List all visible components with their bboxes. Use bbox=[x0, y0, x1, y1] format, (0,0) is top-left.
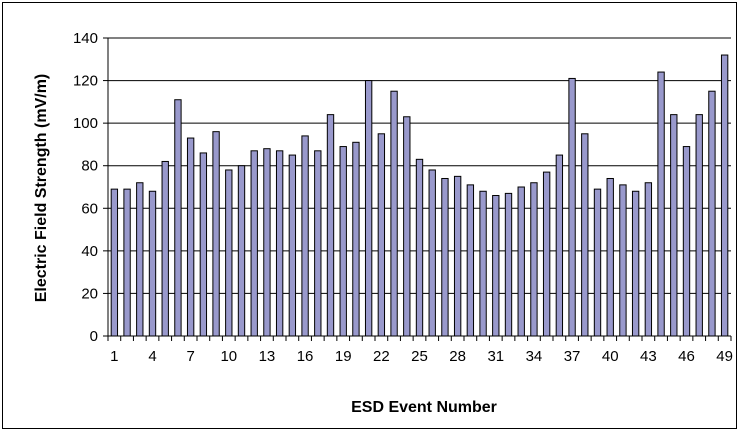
bar bbox=[390, 90, 398, 337]
bar bbox=[606, 177, 614, 337]
bar bbox=[110, 188, 119, 337]
x-tick-label: 19 bbox=[335, 348, 352, 365]
bar bbox=[174, 99, 182, 337]
bar bbox=[225, 169, 233, 337]
bar bbox=[479, 190, 487, 337]
x-axis-title: ESD Event Number bbox=[351, 399, 497, 416]
x-tick-label: 13 bbox=[259, 348, 276, 365]
y-tick-labels: 0 20 40 60 80 100 120 140 bbox=[73, 30, 98, 345]
bar bbox=[186, 137, 195, 337]
x-tick-label: 34 bbox=[526, 348, 543, 365]
y-tick-label: 140 bbox=[73, 30, 98, 47]
bar bbox=[466, 184, 475, 337]
x-tick-label: 31 bbox=[487, 348, 504, 365]
x-tick-label: 40 bbox=[602, 348, 619, 365]
bar bbox=[695, 114, 703, 337]
bar bbox=[250, 150, 258, 337]
bar bbox=[364, 80, 373, 337]
bar bbox=[339, 146, 347, 337]
y-tick-label: 100 bbox=[73, 115, 98, 132]
bar bbox=[301, 135, 309, 337]
bar bbox=[275, 150, 284, 337]
y-tick-label: 80 bbox=[81, 158, 98, 175]
bar bbox=[593, 188, 602, 337]
bar bbox=[199, 152, 208, 337]
bar bbox=[517, 186, 525, 337]
y-tick-label: 0 bbox=[90, 328, 98, 345]
bar bbox=[657, 71, 665, 337]
y-tick-label: 60 bbox=[81, 200, 98, 217]
y-tick-label: 40 bbox=[81, 243, 98, 260]
bar bbox=[428, 169, 436, 337]
bar bbox=[504, 192, 513, 337]
bar bbox=[708, 90, 716, 337]
x-tick-label: 28 bbox=[449, 348, 466, 365]
x-tick-label: 49 bbox=[716, 348, 733, 365]
bar bbox=[682, 146, 691, 337]
bar bbox=[263, 148, 271, 337]
bar bbox=[288, 154, 297, 337]
bar bbox=[453, 175, 462, 337]
bar bbox=[123, 188, 131, 337]
x-tick-label: 43 bbox=[640, 348, 657, 365]
y-tick-label: 120 bbox=[73, 73, 98, 90]
bar bbox=[644, 182, 653, 337]
x-tick-label: 25 bbox=[411, 348, 428, 365]
bar bbox=[136, 182, 144, 337]
bar bbox=[542, 171, 551, 337]
x-tick-label: 7 bbox=[186, 348, 194, 365]
bar bbox=[161, 160, 169, 337]
bar bbox=[148, 190, 157, 337]
x-tick-label: 1 bbox=[110, 348, 118, 365]
bar bbox=[720, 54, 729, 337]
x-tick-label: 37 bbox=[564, 348, 581, 365]
bar bbox=[670, 114, 678, 337]
bars bbox=[110, 54, 729, 337]
y-tick-label: 20 bbox=[81, 285, 98, 302]
bar bbox=[441, 177, 449, 337]
x-tick-label: 16 bbox=[297, 348, 314, 365]
bar bbox=[212, 131, 220, 337]
bar bbox=[631, 190, 640, 337]
x-tick-labels: 1 4 7 10 13 16 19 22 25 28 31 34 37 40 43 46 49 bbox=[110, 348, 733, 365]
bar bbox=[530, 182, 538, 337]
bar bbox=[415, 158, 424, 337]
y-axis-title: Electric Field Strength (mV/m) bbox=[33, 74, 50, 302]
axes bbox=[107, 38, 732, 341]
bar bbox=[403, 116, 411, 337]
bar bbox=[581, 133, 589, 337]
bar bbox=[326, 114, 335, 337]
x-tick-label: 46 bbox=[678, 348, 695, 365]
bar bbox=[237, 165, 246, 337]
x-tick-label: 4 bbox=[148, 348, 156, 365]
bar bbox=[492, 195, 500, 337]
x-tick-label: 22 bbox=[373, 348, 390, 365]
bar bbox=[555, 154, 564, 337]
bar bbox=[314, 150, 322, 337]
bar bbox=[377, 133, 386, 337]
bar bbox=[568, 77, 576, 337]
bar bbox=[619, 184, 627, 337]
bar bbox=[352, 141, 360, 337]
x-tick-label: 10 bbox=[220, 348, 237, 365]
